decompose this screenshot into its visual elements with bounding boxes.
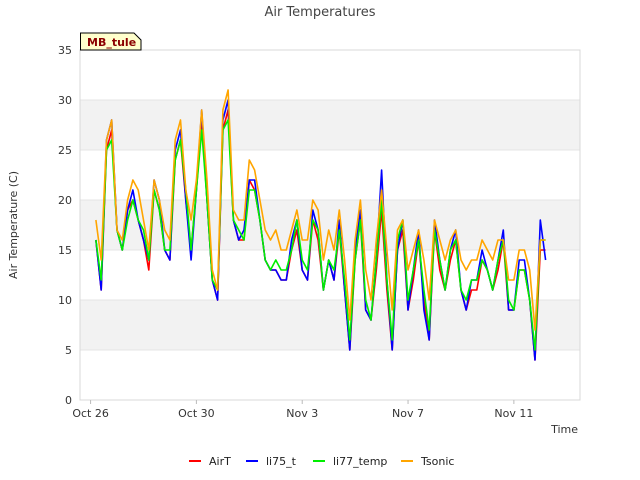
y-tick-label: 30: [58, 94, 72, 107]
y-axis-ticks: 0 5 10 15 20 25 30 35: [58, 44, 72, 407]
grid-band: [80, 300, 580, 350]
y-axis-title: Air Temperature (C): [7, 171, 20, 279]
x-tick-label: Nov 3: [286, 407, 318, 420]
x-axis-ticks: Oct 26 Oct 30 Nov 3 Nov 7 Nov 11: [72, 400, 533, 420]
y-tick-label: 25: [58, 144, 72, 157]
series-lines: [95, 89, 547, 361]
y-tick-label: 10: [58, 294, 72, 307]
site-badge: MB_tule: [80, 32, 142, 51]
x-tick-label: Oct 26: [72, 407, 109, 420]
y-tick-label: 15: [58, 244, 72, 257]
x-tick-label: Nov 11: [494, 407, 533, 420]
series-line-tsonic: [95, 89, 546, 331]
grid-band: [80, 200, 580, 250]
chart-title: Air Temperatures: [264, 5, 375, 20]
legend-label: li75_t: [266, 455, 297, 468]
legend-label: AirT: [209, 455, 231, 468]
x-tick-label: Nov 7: [392, 407, 424, 420]
y-tick-label: 5: [65, 344, 72, 357]
x-tick-label: Oct 30: [178, 407, 215, 420]
grid-bands: [80, 100, 580, 350]
legend-label: Tsonic: [420, 455, 454, 468]
legend: AirT li75_t li77_temp Tsonic: [189, 455, 454, 468]
grid-lines: [80, 49, 580, 401]
y-tick-label: 20: [58, 194, 72, 207]
site-badge-label: MB_tule: [87, 36, 136, 49]
x-axis-title: Time: [550, 423, 578, 436]
plot-area-border: [79, 49, 581, 401]
y-tick-label: 35: [58, 44, 72, 57]
y-tick-label: 0: [65, 394, 72, 407]
grid-band: [80, 100, 580, 150]
legend-label: li77_temp: [333, 455, 387, 468]
